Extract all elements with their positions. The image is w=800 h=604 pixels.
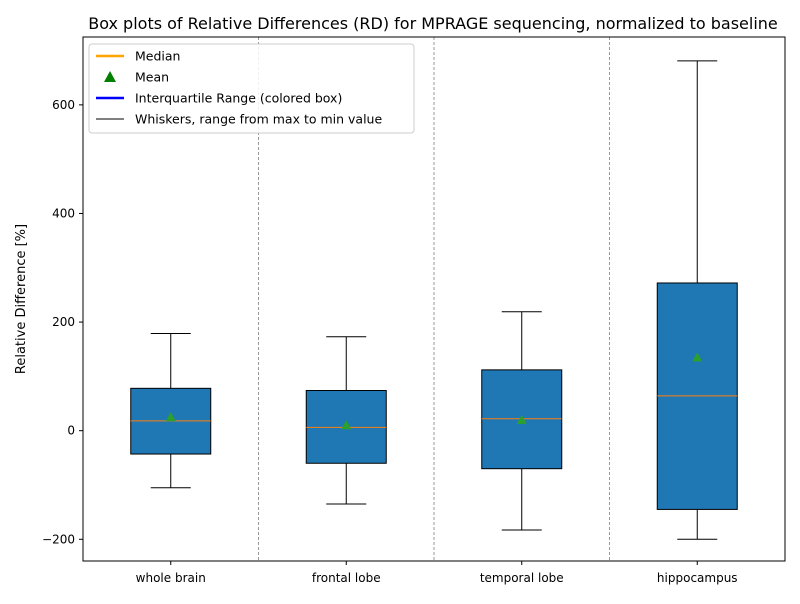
mean-marker	[692, 352, 703, 362]
legend-entry-label: Whiskers, range from max to min value	[135, 112, 382, 127]
mean-marker	[165, 412, 176, 422]
x-tick-label: whole brain	[136, 571, 206, 585]
legend-entry-label: Interquartile Range (colored box)	[135, 91, 342, 106]
plot-frame	[82, 36, 786, 562]
y-tick-label: 200	[52, 315, 75, 329]
legend: Median Mean Interquartile Range (colored b…	[88, 43, 415, 134]
mean-marker	[341, 420, 352, 430]
legend-mean-icon	[104, 71, 116, 82]
legend-entry-label: Median	[135, 49, 180, 64]
x-tick-label: frontal lobe	[312, 571, 381, 585]
y-tick-label: 0	[67, 424, 75, 438]
mean-marker	[516, 414, 527, 424]
chart-title: Box plots of Relative Differences (RD) f…	[88, 14, 778, 33]
legend-frame	[88, 43, 415, 134]
y-tick-label: −200	[42, 532, 75, 546]
y-tick-label: 600	[52, 98, 75, 112]
x-tick-label: temporal lobe	[480, 571, 564, 585]
legend-entry-label: Mean	[135, 70, 169, 85]
y-axis-label: Relative Difference [%]	[14, 224, 29, 374]
y-tick-label: 400	[52, 206, 75, 220]
plot-area: −200 0 200 400 600 whole brain frontal lobe tem…	[42, 36, 786, 585]
x-tick-label: hippocampus	[657, 571, 738, 585]
